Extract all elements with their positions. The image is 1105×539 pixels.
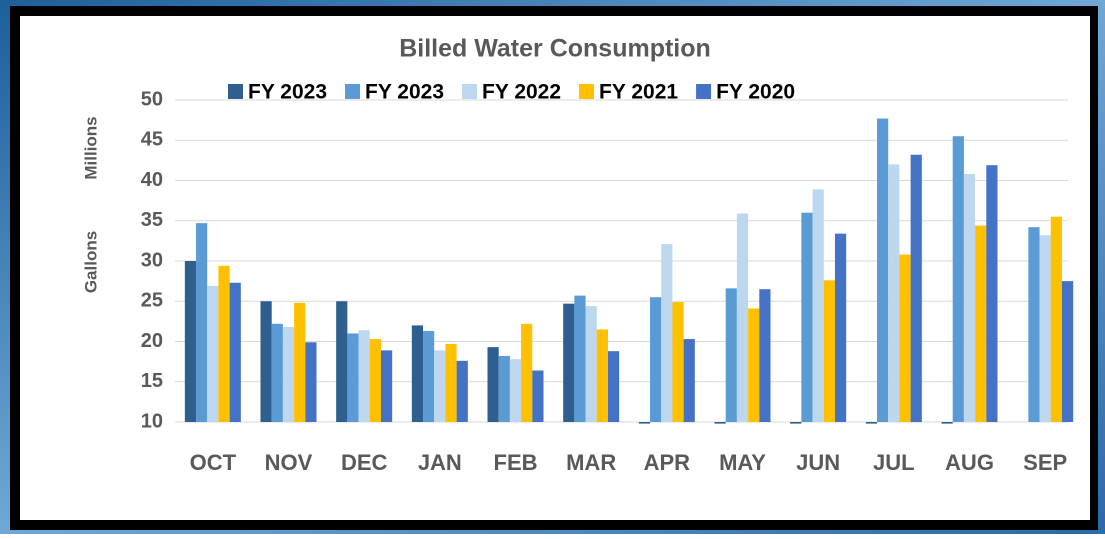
bar [272, 324, 283, 422]
bar [521, 324, 532, 422]
x-tick-label: JAN [418, 450, 462, 475]
y-units: Millions [81, 116, 100, 179]
y-tick-label: 30 [141, 249, 163, 271]
bar [866, 422, 877, 424]
bar [283, 327, 294, 422]
legend-label: FY 2023 [365, 81, 444, 104]
bar [813, 189, 824, 422]
bar [185, 261, 196, 422]
x-tick-label: AUG [945, 450, 994, 475]
bar [230, 283, 241, 422]
bar [1051, 217, 1062, 422]
y-tick-label: 10 [141, 410, 163, 432]
legend-swatch [462, 84, 477, 99]
bar [639, 422, 650, 424]
y-tick-label: 15 [141, 370, 163, 392]
bar [953, 136, 964, 422]
bar [975, 226, 986, 422]
page: {"chart_data": {"type": "bar", "title": … [0, 0, 1105, 534]
y-tick-label: 35 [141, 209, 163, 231]
bar [790, 422, 801, 424]
legend-label: FY 2022 [482, 81, 561, 104]
x-tick-label: SEP [1023, 450, 1067, 475]
y-tick-label: 25 [141, 290, 163, 312]
bar [563, 304, 574, 422]
bar [532, 370, 543, 422]
chart: Billed Water Consumption Millions Gallon… [0, 0, 1105, 534]
bar [574, 296, 585, 422]
bar [737, 214, 748, 422]
bar [684, 339, 695, 422]
x-tick-label: APR [644, 450, 691, 475]
bar [888, 164, 899, 422]
bar [445, 344, 456, 422]
y-tick-label: 40 [141, 169, 163, 191]
bar [964, 174, 975, 422]
bar [336, 301, 347, 422]
bar [586, 306, 597, 422]
bar [218, 266, 229, 422]
bar [899, 255, 910, 422]
legend-swatch [345, 84, 360, 99]
bar [347, 333, 358, 422]
bar [423, 331, 434, 422]
bar [715, 422, 726, 424]
y-axis-label: Gallons [81, 231, 100, 293]
bar [359, 330, 370, 422]
x-tick-label: NOV [265, 450, 313, 475]
bar [597, 329, 608, 422]
bar [835, 234, 846, 422]
bar [510, 359, 521, 422]
legend-label: FY 2023 [248, 81, 327, 104]
bar [759, 289, 770, 422]
x-tick-label: OCT [190, 450, 237, 475]
bar [370, 339, 381, 422]
legend-swatch [579, 84, 594, 99]
bar [412, 325, 423, 422]
bar [261, 301, 272, 422]
x-tick-label: JUL [873, 450, 915, 475]
bar [294, 303, 305, 422]
legend-label: FY 2021 [599, 81, 678, 104]
x-tick-label: MAR [566, 450, 616, 475]
bar [942, 422, 953, 424]
y-tick-label: 20 [141, 330, 163, 352]
chart-title: Billed Water Consumption [399, 35, 711, 63]
bar [986, 165, 997, 422]
bar [650, 297, 661, 422]
bar [726, 288, 737, 422]
bar [748, 308, 759, 422]
bar [196, 223, 207, 422]
bar [877, 119, 888, 422]
x-tick-label: FEB [494, 450, 538, 475]
x-tick-label: DEC [341, 450, 388, 475]
bar [801, 213, 812, 422]
y-tick-label: 50 [141, 88, 163, 110]
legend-label: FY 2020 [716, 81, 795, 104]
bar [488, 347, 499, 422]
bar [457, 361, 468, 422]
bar [608, 351, 619, 422]
bar [499, 356, 510, 422]
legend-swatch [696, 84, 711, 99]
bar [305, 342, 316, 422]
x-tick-label: MAY [719, 450, 766, 475]
bar [824, 280, 835, 422]
bar [672, 302, 683, 422]
bar [661, 244, 672, 422]
bar [381, 350, 392, 422]
legend-swatch [228, 84, 243, 99]
x-tick-label: JUN [796, 450, 840, 475]
bar [434, 350, 445, 422]
bar [207, 286, 218, 422]
bar [1040, 235, 1051, 422]
bar [1062, 281, 1073, 422]
y-tick-label: 45 [141, 129, 163, 151]
bar [911, 155, 922, 422]
bar [1028, 227, 1039, 422]
